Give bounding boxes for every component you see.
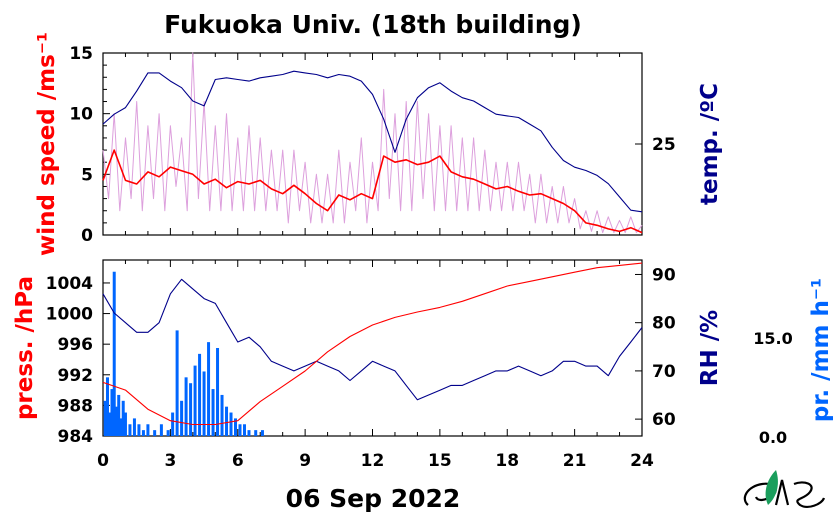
precip-bar: [103, 400, 107, 436]
precip-axis-label: pr. /mm h⁻¹: [808, 278, 834, 422]
precip-bar: [175, 330, 179, 436]
precip-bar: [207, 342, 211, 436]
temperature-axis-label: temp. /ºC: [697, 83, 723, 205]
precip-bar: [180, 400, 184, 436]
precip-bar: [229, 412, 233, 436]
bottom-panel-plot: [102, 262, 643, 436]
precip-bar: [108, 412, 112, 436]
precip-bar: [184, 377, 188, 436]
x-tick-label: 9: [299, 451, 311, 471]
bottom-panel-frame: [102, 259, 643, 437]
precip-bar: [260, 430, 264, 436]
x-tick-label: 12: [361, 451, 385, 471]
top-panel-frame: [102, 52, 643, 236]
precip-bar: [166, 430, 170, 436]
precip-bar: [132, 418, 136, 436]
temperature-line: [102, 70, 643, 213]
precip-bar: [159, 424, 163, 436]
pressure-y-tick-label: 984: [58, 427, 94, 447]
precip-bar: [146, 424, 150, 436]
precip-bar: [211, 389, 215, 436]
pressure-y-tick-label: 992: [58, 366, 94, 386]
rh-axis-label: RH /%: [697, 310, 723, 386]
wind-y-tick-label: 15: [69, 44, 93, 64]
rh-y-tick-label: 60: [652, 410, 676, 430]
precip-bar: [119, 418, 123, 436]
precip-bar: [198, 353, 202, 436]
precip-bar: [171, 412, 175, 436]
precip-bar: [238, 424, 242, 436]
precip-bar: [220, 394, 224, 436]
rh-y-tick-label: 90: [652, 265, 676, 285]
precip-bar: [202, 371, 206, 436]
x-tick-label: 24: [630, 451, 654, 471]
precip-bar: [128, 424, 132, 436]
wind-gust-line: [102, 52, 643, 234]
pressure-y-tick-label: 1000: [46, 305, 93, 325]
bottom-panel-ticks: 0 3 6 9 12 15 18 21 24 984 988 992 996 1000 1004 60 70 80…: [46, 260, 676, 471]
pressure-line: [102, 262, 643, 426]
wind-speed-axis-label: wind speed /ms⁻¹: [34, 32, 60, 256]
top-panel-ticks: 0 5 10 15 25: [69, 44, 675, 246]
precip-bar: [216, 348, 220, 436]
wind-y-tick-label: 10: [69, 105, 93, 125]
wind-speed-line: [102, 149, 643, 234]
x-tick-label: 15: [428, 451, 452, 471]
pressure-axis-label: press. /hPa: [12, 276, 38, 420]
precip-bar: [225, 406, 229, 436]
pressure-y-tick-label: 996: [58, 335, 94, 355]
wind-y-tick-label: 0: [81, 226, 93, 246]
precip-bar: [242, 424, 246, 436]
precip-bar: [234, 418, 238, 436]
pressure-y-tick-label: 1004: [46, 274, 93, 294]
precip-bar: [247, 430, 251, 436]
x-tick-label: 21: [563, 451, 587, 471]
precip-bar: [117, 394, 121, 436]
precip-bar: [189, 383, 193, 436]
pressure-y-tick-label: 988: [58, 396, 94, 416]
x-tick-label: 6: [232, 451, 244, 471]
precip-bar: [105, 377, 109, 436]
precip-bar: [254, 430, 258, 436]
precip-bar: [123, 412, 127, 436]
precip-tick-label: 0.0: [759, 428, 787, 447]
chart-title: Fukuoka Univ. (18th building): [164, 10, 582, 39]
rh-y-tick-label: 80: [652, 314, 676, 334]
x-tick-label: 0: [97, 451, 109, 471]
wind-y-tick-label: 5: [81, 165, 93, 185]
precip-bar: [114, 406, 118, 436]
precip-bar: [112, 271, 116, 436]
temp-y-tick-label: 25: [652, 135, 676, 155]
institution-logo: [743, 470, 826, 508]
precip-bar: [121, 400, 125, 436]
precip-bar: [137, 424, 141, 436]
precip-bar: [153, 430, 157, 436]
precip-bar: [110, 389, 114, 436]
precip-bar: [141, 430, 145, 436]
precip-tick-label: 15.0: [753, 329, 792, 348]
rh-y-tick-label: 70: [652, 362, 676, 382]
top-panel-plot: [102, 52, 643, 234]
rh-line: [102, 278, 643, 401]
date-label: 06 Sep 2022: [286, 484, 461, 513]
x-tick-label: 3: [164, 451, 176, 471]
precip-bar: [193, 365, 197, 436]
x-tick-label: 18: [495, 451, 519, 471]
